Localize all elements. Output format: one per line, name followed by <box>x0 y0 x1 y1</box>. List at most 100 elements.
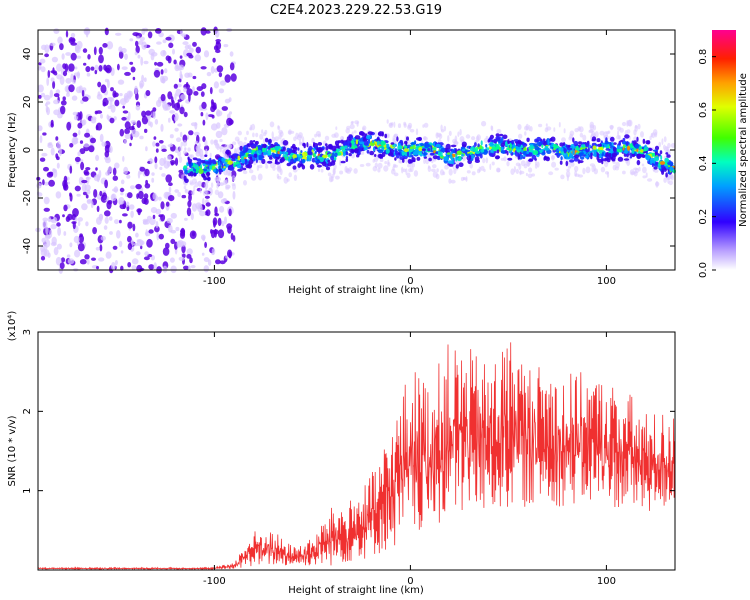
spectral-ridge-dot <box>608 152 612 158</box>
spectral-halo-dot <box>465 134 471 139</box>
spectral-ridge-dot <box>651 162 654 168</box>
spectral-noise-dot <box>74 156 81 163</box>
spectral-halo-dot <box>277 175 282 180</box>
spectral-noise-dot <box>178 64 185 71</box>
spectral-noise-dot <box>232 190 236 200</box>
spectral-halo-dot <box>518 133 523 139</box>
spectral-noise-dot <box>131 125 135 130</box>
spectral-halo-dot <box>655 181 660 187</box>
spectral-noise-dot <box>124 53 128 60</box>
spectral-noise-dot <box>180 94 187 101</box>
spectral-halo-dot <box>384 161 388 165</box>
spectral-halo-dot <box>528 167 533 173</box>
spectral-noise-dot <box>133 242 139 247</box>
spectral-ridge-dot <box>594 152 597 157</box>
spectral-ridge-dot <box>225 159 229 163</box>
spectral-ridge-dot <box>317 142 323 146</box>
spectral-noise-dot <box>191 203 198 212</box>
spectral-ridge-dot <box>306 142 309 148</box>
spectral-halo-dot <box>249 169 254 174</box>
spectral-halo-dot <box>457 131 460 137</box>
spectral-halo-dot <box>670 174 674 181</box>
spectral-noise-dot <box>143 77 147 82</box>
spectral-noise-dot <box>203 265 209 273</box>
spectral-noise-dot <box>168 186 172 193</box>
spectral-noise-dot <box>187 44 192 49</box>
spectral-halo-dot <box>243 180 247 186</box>
spectral-noise-dot <box>163 157 167 164</box>
spectral-noise-dot <box>174 64 180 72</box>
spectral-noise-dot <box>156 61 164 67</box>
spectral-noise-dot <box>107 166 113 173</box>
spectral-noise-dot <box>115 32 122 36</box>
spectral-halo-dot <box>518 163 522 170</box>
spectral-ridge-dot <box>565 160 569 167</box>
y-tick-label: 20 <box>22 96 33 109</box>
spectral-noise-dot <box>211 114 215 119</box>
spectral-noise-dot <box>145 229 148 237</box>
spectral-noise-dot <box>151 172 155 176</box>
spectral-noise-dot <box>104 210 111 217</box>
spectral-noise-dot <box>197 204 203 213</box>
spectral-ridge-dot <box>569 159 575 163</box>
spectral-noise-dot <box>93 46 97 56</box>
spectral-halo-dot <box>226 168 231 176</box>
spectral-noise-dot <box>201 101 207 109</box>
spectral-noise-dot <box>99 190 103 197</box>
spectral-ridge-dot <box>289 155 293 158</box>
spectral-noise-dot <box>148 264 155 270</box>
spectral-ridge-dot <box>499 133 504 137</box>
spectral-ridge-dot <box>659 161 666 165</box>
spectral-noise-dot <box>152 192 157 200</box>
spectral-noise-dot <box>136 35 140 40</box>
spectral-noise-dot <box>110 193 117 202</box>
spectral-noise-dot <box>43 243 48 251</box>
spectral-noise-dot <box>148 229 154 234</box>
spectral-noise-dot <box>187 200 192 208</box>
spectral-noise-dot <box>216 65 224 73</box>
spectral-ridge-dot <box>349 148 355 154</box>
spectral-ridge-dot <box>617 156 624 162</box>
spectral-ridge-dot <box>279 158 285 163</box>
spectral-ridge-dot <box>461 153 464 157</box>
spectral-halo-dot <box>517 124 522 130</box>
spectral-halo-dot <box>443 125 447 132</box>
spectral-noise-dot <box>104 67 111 73</box>
spectral-noise-dot <box>112 245 118 250</box>
spectral-halo-dot <box>251 123 256 131</box>
spectral-noise-dot <box>156 41 162 45</box>
spectral-ridge-dot <box>514 150 517 154</box>
spectral-ridge-dot <box>297 156 301 162</box>
spectral-ridge-dot <box>233 161 236 168</box>
spectral-ridge-dot <box>397 149 403 152</box>
spectral-noise-dot <box>171 96 174 104</box>
spectral-halo-dot <box>277 126 281 131</box>
snr-multiplier: (x10⁴) <box>7 311 18 342</box>
spectral-noise-dot <box>162 103 169 111</box>
spectral-halo-dot <box>391 168 396 175</box>
spectral-noise-dot <box>104 150 110 158</box>
spectral-ridge-dot <box>629 155 633 159</box>
spectral-halo-dot <box>574 165 579 172</box>
spectral-noise-dot <box>98 65 103 72</box>
spectral-halo-dot <box>634 125 638 129</box>
spectral-noise-dot <box>135 251 141 256</box>
spectral-halo-dot <box>667 142 671 149</box>
spectral-halo-dot <box>435 132 439 139</box>
spectral-ridge-dot <box>631 148 635 154</box>
spectral-ridge-dot <box>402 158 405 163</box>
spectral-ridge-dot <box>592 145 597 151</box>
spectral-halo-dot <box>438 133 443 140</box>
spectral-halo-dot <box>600 166 606 173</box>
spectral-noise-dot <box>143 60 149 65</box>
spectral-noise-dot <box>104 179 108 189</box>
spectral-ridge-dot <box>306 156 310 162</box>
spectral-noise-dot <box>136 120 142 128</box>
spectral-noise-dot <box>139 166 146 172</box>
spectral-noise-dot <box>55 191 62 199</box>
spectral-noise-dot <box>126 174 131 179</box>
spectral-ridge-dot <box>585 149 590 153</box>
spectral-halo-dot <box>459 128 462 136</box>
spectral-ridge-dot <box>259 155 263 161</box>
